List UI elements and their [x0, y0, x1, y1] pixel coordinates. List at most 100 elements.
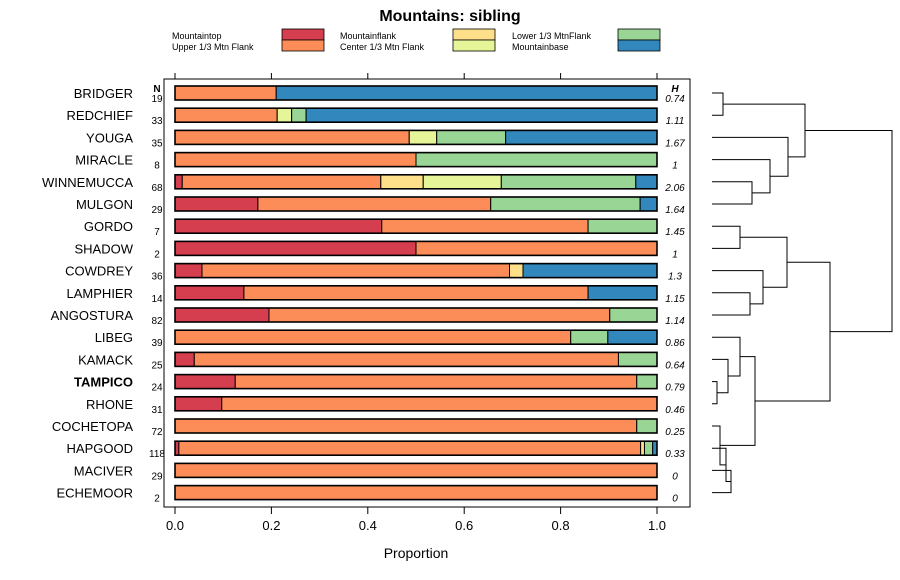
bar-outline — [174, 373, 658, 390]
bar-segment — [509, 263, 524, 279]
bar-segment — [636, 374, 658, 390]
bar-outline — [174, 240, 658, 257]
bar-segment — [415, 152, 658, 168]
bar-segment — [570, 329, 609, 345]
row-label: HAPGOOD — [67, 441, 133, 456]
bar-row: SHADOW 2 1 — [75, 240, 678, 260]
bar-segment — [174, 174, 183, 190]
bar-segment — [174, 263, 203, 279]
legend-label: Mountainbase — [512, 42, 569, 52]
row-h: 0.86 — [665, 338, 685, 349]
bar-row: MACIVER 29 0 — [74, 462, 678, 482]
bar-segment — [174, 329, 572, 345]
row-h: 1 — [672, 249, 678, 260]
legend-label: Center 1/3 Mtn Flank — [340, 42, 425, 52]
row-n: 72 — [151, 427, 163, 438]
legend-label: Upper 1/3 Mtn Flank — [172, 42, 254, 52]
dendrogram-branch — [712, 136, 789, 177]
bar-row: ECHEMOOR 2 0 — [56, 484, 678, 505]
dendrogram — [712, 92, 893, 494]
bar-segment — [639, 196, 658, 212]
row-label: TAMPICO — [74, 375, 133, 390]
bar-outline — [174, 329, 658, 346]
bar-segment — [174, 240, 417, 256]
bar-segment — [381, 218, 589, 234]
bar-outline — [174, 262, 658, 279]
bar-segment — [174, 374, 236, 390]
bar-outline — [174, 418, 658, 434]
x-tick-label: 0.6 — [455, 518, 473, 533]
bar-segment — [643, 440, 654, 456]
row-n: 7 — [154, 227, 160, 238]
legend-swatch — [281, 39, 325, 52]
dendrogram-branch — [805, 129, 893, 333]
bar-outline — [174, 395, 658, 412]
row-n: 25 — [151, 360, 163, 371]
row-h: 0.46 — [665, 405, 685, 416]
row-label: MULGON — [76, 197, 133, 212]
bar-outline — [174, 107, 658, 123]
bar-outline — [174, 484, 658, 501]
h-header: H — [671, 84, 679, 95]
bar-segment — [276, 107, 293, 123]
bar-segment — [291, 107, 307, 123]
bar-segment — [268, 307, 611, 323]
bar-segment — [636, 418, 658, 434]
legend-swatch — [617, 39, 661, 52]
bar-outline — [174, 218, 658, 234]
dendrogram-branch — [723, 103, 806, 158]
row-n: 2 — [154, 249, 160, 260]
x-tick-label: 0.4 — [359, 518, 377, 533]
bar-row: WINNEMUCCA 68 2.06 — [42, 174, 685, 194]
bar-segment — [174, 396, 223, 412]
row-n: 14 — [151, 294, 163, 305]
row-label: ECHEMOOR — [56, 486, 133, 501]
row-h: 1.45 — [665, 227, 685, 238]
bar-row: MULGON 29 1.64 — [76, 196, 685, 216]
row-h: 0.25 — [665, 427, 685, 438]
row-n: 33 — [151, 116, 163, 127]
row-n: 29 — [151, 471, 163, 482]
bar-segment — [243, 285, 589, 301]
bar-segment — [201, 263, 511, 279]
bar-segment — [181, 174, 382, 190]
bar-rows: BRIDGER 19 0.74 REDCHIEF 33 1.11 YOUGA 35 1.67 MI… — [42, 85, 685, 505]
row-label: ANGOSTURA — [51, 308, 134, 323]
row-h: 1.14 — [665, 316, 685, 327]
row-h: 0.74 — [665, 94, 685, 105]
bar-row: COWDREY 36 1.3 — [65, 262, 682, 283]
bar-segment — [640, 440, 645, 456]
bar-segment — [587, 218, 658, 234]
row-n: 19 — [151, 94, 163, 105]
bar-row: ANGOSTURA 82 1.14 — [51, 307, 685, 327]
row-h: 1.64 — [665, 205, 685, 216]
bar-segment — [500, 174, 637, 190]
row-label: LIBEG — [95, 330, 133, 345]
x-axis-label: Proportion — [384, 545, 449, 561]
bar-row: RHONE 31 0.46 — [86, 395, 685, 416]
bar-segment — [380, 174, 424, 190]
row-label: WINNEMUCCA — [42, 175, 133, 190]
x-tick-label: 0.0 — [166, 518, 184, 533]
bar-row: LAMPHIER 14 1.15 — [67, 284, 685, 305]
row-n: 8 — [154, 161, 160, 172]
bar-segment — [174, 462, 658, 478]
dendrogram-branch — [712, 270, 764, 305]
bar-row: KAMACK 25 0.64 — [78, 351, 685, 371]
bar-outline — [174, 196, 658, 212]
row-h: 0 — [672, 471, 678, 482]
plot-frame — [163, 78, 691, 508]
row-label: RHONE — [86, 397, 133, 412]
top-axis-ticks — [174, 73, 658, 79]
row-n: 29 — [151, 205, 163, 216]
bar-row: MIRACLE 8 1 — [75, 151, 678, 172]
bar-outline — [174, 85, 658, 101]
dendrogram-branch — [712, 358, 729, 394]
bar-row: COCHETOPA 72 0.25 — [52, 418, 685, 438]
row-label: MACIVER — [74, 463, 133, 478]
x-tick-label: 0.8 — [552, 518, 570, 533]
row-label: LAMPHIER — [67, 286, 133, 301]
row-n: 31 — [151, 405, 163, 416]
row-h: 1 — [672, 161, 678, 172]
bar-outline — [174, 351, 658, 368]
